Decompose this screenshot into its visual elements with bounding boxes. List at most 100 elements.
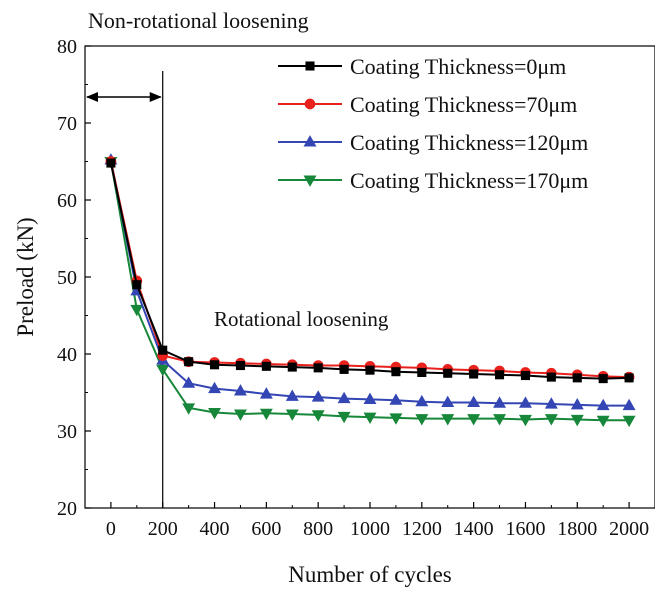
data-point-circle — [304, 98, 316, 110]
x-tick-label: 1800 — [557, 518, 597, 540]
data-point-square — [287, 362, 297, 372]
legend-item: Coating Thickness=170μm — [278, 168, 588, 193]
data-point-triangle-down — [156, 364, 170, 377]
data-point-square — [624, 373, 634, 383]
data-point-square — [495, 370, 505, 380]
data-point-square — [365, 365, 375, 375]
data-point-triangle-down — [303, 175, 317, 187]
y-tick-label: 70 — [57, 113, 77, 135]
data-point-square — [417, 367, 427, 378]
data-point-square — [132, 280, 142, 290]
data-point-triangle-down — [311, 410, 325, 422]
data-point-square — [443, 368, 453, 378]
data-point-square — [184, 357, 194, 367]
data-point-triangle-down — [389, 413, 403, 425]
data-point-triangle-down — [415, 414, 429, 426]
data-point-triangle-up — [208, 381, 222, 394]
data-point-square — [106, 158, 116, 168]
data-point-triangle-down — [467, 414, 481, 426]
x-axis: 0 200 400 600 800 1000 1200 1400 1600 1800 2000 — [106, 502, 649, 540]
data-point-triangle-up — [259, 387, 273, 399]
series-group — [106, 158, 634, 384]
data-point-triangle-up — [389, 393, 403, 405]
x-tick-label: 1600 — [505, 518, 545, 540]
data-point-triangle-up — [518, 396, 532, 408]
data-point-square — [339, 364, 349, 374]
legend-item: Coating Thickness=120μm — [278, 130, 588, 155]
rotational-loosening-label: Rotational loosening — [214, 307, 389, 331]
data-point-triangle-down — [596, 415, 610, 428]
data-point-triangle-up — [493, 396, 507, 408]
data-point-triangle-up — [303, 135, 317, 147]
x-tick-label: 400 — [200, 518, 230, 540]
data-point-triangle-up — [233, 384, 247, 396]
legend-label: Coating Thickness=70μm — [350, 92, 577, 117]
legend-label: Coating Thickness=0μm — [350, 54, 566, 79]
x-axis-label: Number of cycles — [288, 562, 452, 587]
data-point-triangle-down — [493, 414, 507, 426]
legend-item: Coating Thickness=70μm — [278, 92, 577, 117]
data-point-triangle-down — [285, 409, 299, 421]
data-point-triangle-up — [596, 398, 610, 411]
data-point-triangle-down — [544, 414, 558, 426]
y-tick-label: 30 — [57, 421, 77, 443]
x-tick-label: 0 — [106, 518, 116, 540]
series-line — [109, 161, 630, 379]
y-tick-label: 80 — [57, 36, 77, 58]
data-point-triangle-up — [570, 397, 584, 410]
series-layer — [104, 153, 636, 428]
y-tick-label: 20 — [57, 498, 77, 520]
data-point-square — [572, 373, 582, 383]
data-point-triangle-down — [130, 304, 144, 317]
data-point-triangle-down — [337, 411, 351, 424]
data-point-triangle-up — [337, 391, 351, 404]
data-point-square — [158, 345, 168, 355]
data-point-triangle-up — [285, 389, 299, 401]
data-point-square — [546, 372, 556, 382]
x-tick-label: 1400 — [454, 518, 494, 540]
y-axis: 20 30 40 50 60 70 80 — [57, 36, 91, 520]
data-point-square — [235, 361, 245, 371]
data-point-triangle-down — [233, 409, 247, 421]
data-point-triangle-up — [415, 394, 429, 407]
series-line — [109, 162, 630, 380]
data-point-triangle-up — [363, 392, 377, 404]
legend: Coating Thickness=0μm Coating Thickness=7… — [278, 54, 588, 193]
legend-item: Coating Thickness=0μm — [278, 54, 566, 79]
x-tick-label: 200 — [148, 518, 178, 540]
data-point-triangle-down — [182, 403, 196, 415]
data-point-triangle-down — [441, 414, 455, 426]
non-rotational-loosening-label: Non-rotational loosening — [88, 8, 309, 33]
data-point-square — [210, 360, 220, 370]
data-point-triangle-up — [441, 395, 455, 408]
x-tick-label: 600 — [251, 518, 281, 540]
data-point-triangle-down — [570, 414, 584, 427]
legend-label: Coating Thickness=170μm — [350, 168, 588, 193]
data-point-square — [469, 369, 479, 379]
data-point-triangle-down — [622, 415, 636, 428]
y-tick-label: 40 — [57, 344, 77, 366]
data-point-square — [261, 361, 271, 371]
data-point-square — [520, 371, 530, 381]
series-group — [104, 156, 636, 428]
data-point-triangle-down — [518, 414, 532, 427]
data-point-triangle-up — [544, 397, 558, 409]
data-point-triangle-down — [363, 412, 377, 425]
data-point-square — [598, 374, 608, 384]
data-point-triangle-up — [182, 376, 196, 388]
x-tick-label: 1000 — [350, 518, 390, 540]
y-tick-label: 60 — [57, 190, 77, 212]
x-tick-label: 1200 — [402, 518, 442, 540]
legend-label: Coating Thickness=120μm — [350, 130, 588, 155]
data-point-square — [305, 61, 315, 71]
data-point-triangle-up — [467, 395, 481, 408]
x-tick-label: 800 — [303, 518, 333, 540]
data-point-triangle-up — [622, 398, 636, 411]
y-axis-label: Preload (kN) — [13, 217, 38, 336]
data-point-triangle-down — [259, 408, 273, 421]
data-point-triangle-down — [208, 407, 222, 420]
data-point-triangle-up — [311, 390, 325, 402]
y-tick-label: 50 — [57, 267, 77, 289]
data-point-square — [313, 363, 323, 373]
